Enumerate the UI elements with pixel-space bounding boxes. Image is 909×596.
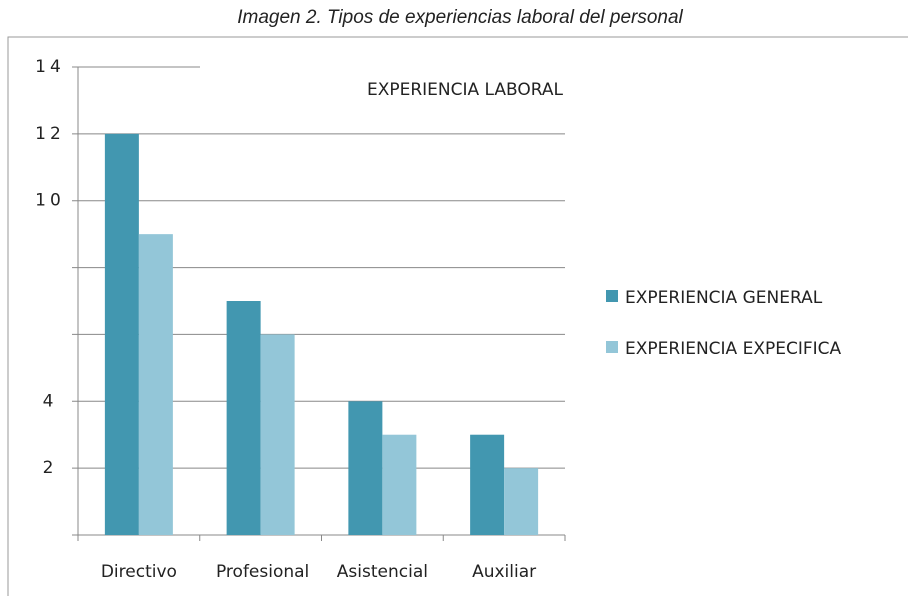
chart-title: EXPERIENCIA LABORAL xyxy=(367,80,564,100)
legend-label: EXPERIENCIA GENERAL xyxy=(625,288,823,308)
x-tick-label: Profesional xyxy=(216,562,309,582)
legend-swatch xyxy=(606,341,618,353)
bar xyxy=(470,434,505,535)
bar xyxy=(104,133,139,535)
x-tick-label: Asistencial xyxy=(337,562,428,582)
y-tick-label: 4 xyxy=(43,391,58,411)
y-tick-label: 10 xyxy=(35,191,65,211)
bar xyxy=(382,434,417,535)
chart-frame xyxy=(7,36,908,596)
x-tick-label: Auxiliar xyxy=(472,562,536,582)
y-tick-label: 14 xyxy=(35,57,65,77)
bar xyxy=(348,401,383,535)
bar xyxy=(504,468,539,535)
x-tick-label: Directivo xyxy=(101,562,177,582)
bar xyxy=(138,234,173,535)
y-tick-label: 12 xyxy=(35,124,65,144)
bar xyxy=(226,301,261,535)
legend-swatch xyxy=(606,290,618,302)
legend-label: EXPERIENCIA EXPECIFICA xyxy=(625,339,842,359)
y-tick-label: 2 xyxy=(43,458,58,478)
caption: Imagen 2. Tipos de experiencias laboral … xyxy=(237,7,683,28)
bar xyxy=(260,334,295,535)
